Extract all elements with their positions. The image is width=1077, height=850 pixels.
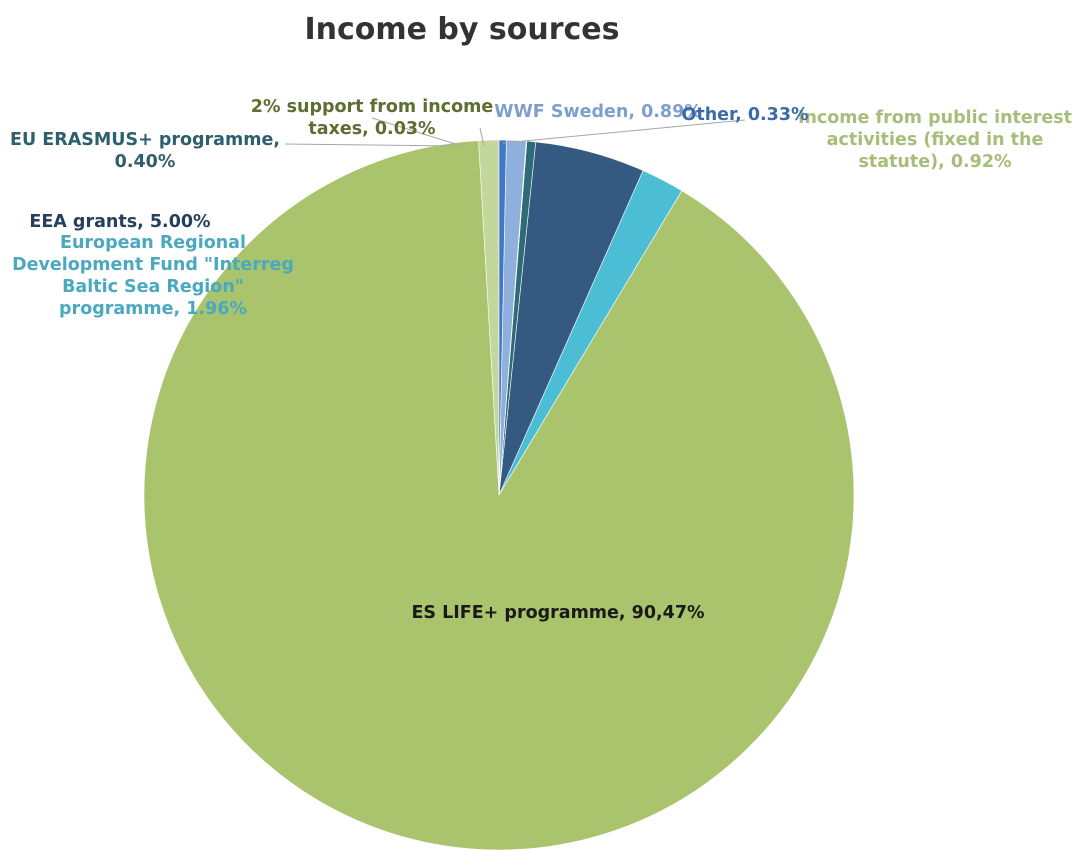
slice-label-line: 0.40% bbox=[115, 152, 176, 172]
slice-label-line: WWF Sweden, 0.89% bbox=[494, 102, 702, 122]
slice-labels: Income from public interest activities (f… bbox=[10, 97, 1072, 623]
slice-label: 2% support from income taxes, 0.03% bbox=[251, 97, 494, 139]
slice-label-line: Development Fund "Interreg bbox=[12, 255, 294, 275]
slice-label: EEA grants, 5.00% bbox=[29, 212, 210, 232]
slice-label-line: Other, 0.33% bbox=[681, 105, 808, 125]
pie-slice bbox=[143, 140, 855, 850]
slice-label: ES LIFE+ programme, 90,47% bbox=[411, 603, 704, 623]
leader-line bbox=[371, 117, 463, 147]
chart-title: Income by sources bbox=[304, 12, 619, 47]
leader-line bbox=[502, 119, 746, 144]
slice-label-line: Income from public interest bbox=[798, 108, 1072, 128]
slice-label-line: taxes, 0.03% bbox=[308, 119, 435, 139]
slice-label-line: EEA grants, 5.00% bbox=[29, 212, 210, 232]
slice-label: WWF Sweden, 0.89% bbox=[494, 102, 702, 122]
pie-slice bbox=[498, 139, 507, 496]
leader-lines bbox=[284, 117, 746, 147]
slice-label-line: statute), 0.92% bbox=[858, 152, 1011, 172]
slice-label-line: ES LIFE+ programme, 90,47% bbox=[411, 603, 704, 623]
slice-label-line: 2% support from income bbox=[251, 97, 494, 117]
leader-line bbox=[479, 127, 485, 147]
slice-label: Income from public interest activities (f… bbox=[798, 108, 1072, 172]
pie-slices bbox=[143, 139, 855, 850]
slice-label-line: programme, 1.96% bbox=[59, 299, 247, 319]
slice-label-line: European Regional bbox=[60, 233, 246, 253]
slice-label-line: activities (fixed in the bbox=[827, 130, 1044, 150]
leader-line bbox=[284, 143, 456, 147]
slice-label: European Regional Development Fund "Inter… bbox=[12, 233, 294, 319]
slice-label-line: EU ERASMUS+ programme, bbox=[10, 130, 280, 150]
slice-label: Other, 0.33% bbox=[681, 105, 808, 125]
slice-label: EU ERASMUS+ programme, 0.40% bbox=[10, 130, 280, 172]
slice-label-line: Baltic Sea Region" bbox=[62, 277, 244, 297]
